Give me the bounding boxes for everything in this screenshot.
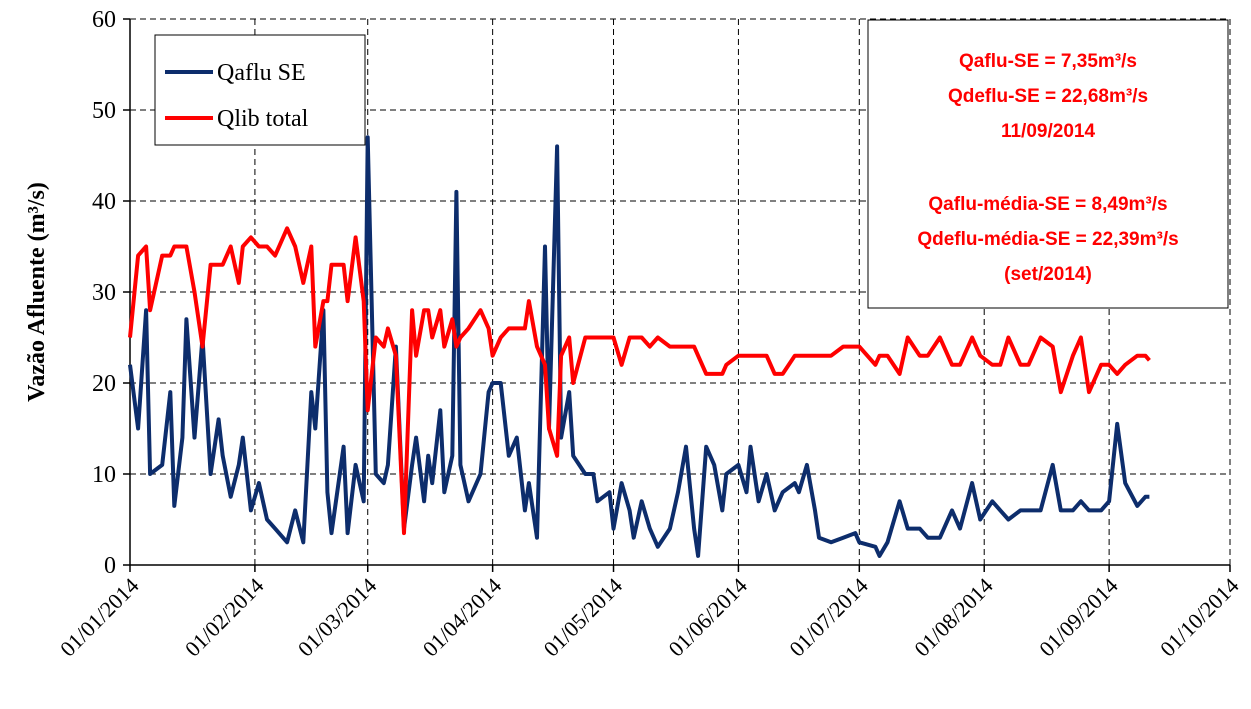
x-tick-label: 01/07/2014	[784, 573, 873, 662]
series-line	[128, 135, 1150, 558]
x-tick-label: 01/06/2014	[663, 573, 752, 662]
legend-label: Qaflu SE	[217, 60, 306, 86]
x-tick-label: 01/09/2014	[1034, 573, 1123, 662]
x-tick-label: 01/05/2014	[538, 573, 627, 662]
y-tick-label: 50	[92, 98, 116, 124]
y-tick-label: 20	[92, 371, 116, 397]
annotation: Qdeflu-SE = 22,68m³/s	[948, 86, 1148, 107]
y-tick-label: 60	[92, 7, 116, 33]
y-tick-label: 40	[92, 189, 116, 215]
x-tick-label: 01/10/2014	[1155, 573, 1244, 662]
legend-box	[154, 34, 366, 146]
annotation: (set/2014)	[1004, 264, 1092, 285]
x-tick-label: 01/03/2014	[293, 573, 382, 662]
x-tick-label: 01/08/2014	[909, 573, 998, 662]
y-tick-label: 30	[92, 280, 116, 306]
y-tick-label: 0	[104, 553, 116, 579]
annotation: Qdeflu-média-SE = 22,39m³/s	[917, 229, 1178, 250]
annotation: Qaflu-SE = 7,35m³/s	[959, 51, 1137, 72]
y-axis-label: Vazão Afluente (m³/s)	[24, 182, 50, 402]
x-tick-label: 01/01/2014	[55, 573, 144, 662]
x-tick-label: 01/02/2014	[180, 573, 269, 662]
annotation: 11/09/2014	[1001, 121, 1095, 142]
x-tick-label: 01/04/2014	[418, 573, 507, 662]
y-tick-label: 10	[92, 462, 116, 488]
annotation: Qaflu-média-SE = 8,49m³/s	[928, 194, 1167, 215]
legend-label: Qlib total	[217, 106, 309, 132]
annotation-box	[867, 19, 1229, 309]
series-line	[128, 226, 1151, 536]
